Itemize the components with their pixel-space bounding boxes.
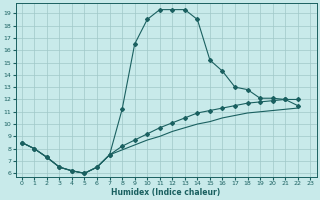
X-axis label: Humidex (Indice chaleur): Humidex (Indice chaleur) <box>111 188 221 197</box>
